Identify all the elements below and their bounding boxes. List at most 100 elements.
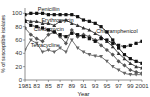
point [29, 19, 33, 23]
point [123, 57, 127, 61]
point [70, 13, 73, 16]
point [105, 48, 109, 52]
point [41, 50, 45, 54]
point [82, 50, 86, 54]
point [70, 28, 74, 32]
point [93, 38, 97, 42]
point [46, 33, 50, 37]
x-tick [71, 80, 72, 82]
point [140, 73, 142, 77]
point [59, 13, 62, 16]
x-tick-label: 89 [68, 83, 75, 89]
series-line [25, 13, 142, 63]
y-tick-label: 60 [15, 37, 22, 43]
y-tick [23, 66, 25, 67]
point [64, 41, 68, 45]
x-tick [95, 80, 96, 82]
point [64, 50, 68, 54]
x-tick-label: 85 [45, 83, 52, 89]
point [76, 46, 80, 50]
point [99, 55, 103, 59]
point [140, 40, 142, 43]
point [82, 18, 85, 21]
point [117, 59, 121, 63]
point [93, 54, 97, 58]
point [29, 33, 33, 37]
x-tick [36, 80, 37, 82]
point [70, 38, 74, 42]
point [29, 12, 32, 15]
point [29, 24, 32, 27]
plot-area [25, 12, 142, 77]
point [25, 48, 27, 52]
point [88, 37, 91, 40]
point [111, 53, 115, 57]
point [70, 32, 73, 35]
point [25, 26, 27, 30]
point [87, 53, 91, 57]
x-tick-label: 87 [57, 83, 64, 89]
point [64, 35, 67, 38]
point [64, 13, 67, 16]
point [117, 51, 121, 55]
point [129, 57, 132, 60]
point [135, 60, 138, 63]
y-axis-label: % of susceptible isolates [0, 15, 6, 73]
y-tick-label: 80 [15, 24, 22, 30]
point [111, 42, 114, 45]
x-tick-label: 93 [92, 83, 99, 89]
point [47, 13, 50, 16]
point [128, 61, 132, 65]
point [76, 15, 79, 18]
point [82, 35, 85, 38]
point [99, 37, 102, 40]
point [99, 43, 103, 47]
series-line [25, 21, 142, 46]
chart: 02040608010019818385878991939597992001Ye… [0, 0, 150, 97]
point [46, 48, 50, 52]
point [53, 13, 56, 16]
point [105, 38, 108, 41]
x-axis-label: Year [77, 91, 89, 97]
x-tick-label: 97 [115, 83, 122, 89]
point [87, 28, 91, 32]
point [134, 73, 138, 77]
x-tick [25, 80, 26, 82]
point [128, 68, 132, 72]
point [76, 33, 79, 36]
point [117, 44, 120, 47]
y-tick-label: 40 [15, 50, 22, 56]
series-line [25, 20, 142, 68]
y-tick [23, 53, 25, 54]
point [111, 45, 115, 49]
x-tick [83, 80, 84, 82]
point [140, 62, 142, 65]
point [25, 20, 27, 23]
point [117, 68, 121, 72]
x-tick-label: 83 [33, 83, 40, 89]
y-tick [23, 13, 25, 14]
point [35, 37, 39, 41]
point [122, 63, 126, 67]
point [35, 19, 39, 23]
series-line [25, 40, 142, 75]
x-tick-label: 2001 [135, 83, 149, 89]
y-tick [23, 26, 25, 27]
point [135, 42, 138, 45]
point [94, 40, 97, 43]
y-tick-label: 20 [15, 64, 22, 70]
point [111, 38, 114, 41]
point [82, 26, 86, 30]
annotation: Clindamycin [34, 26, 64, 32]
point [76, 23, 80, 27]
point [105, 60, 109, 64]
point [123, 72, 127, 76]
series-line [25, 28, 142, 73]
y-tick [23, 80, 25, 81]
x-tick-label: 99 [127, 83, 134, 89]
point [94, 22, 97, 25]
point [88, 20, 91, 23]
point [111, 65, 115, 69]
x-tick-label: 91 [80, 83, 87, 89]
point [25, 13, 27, 16]
